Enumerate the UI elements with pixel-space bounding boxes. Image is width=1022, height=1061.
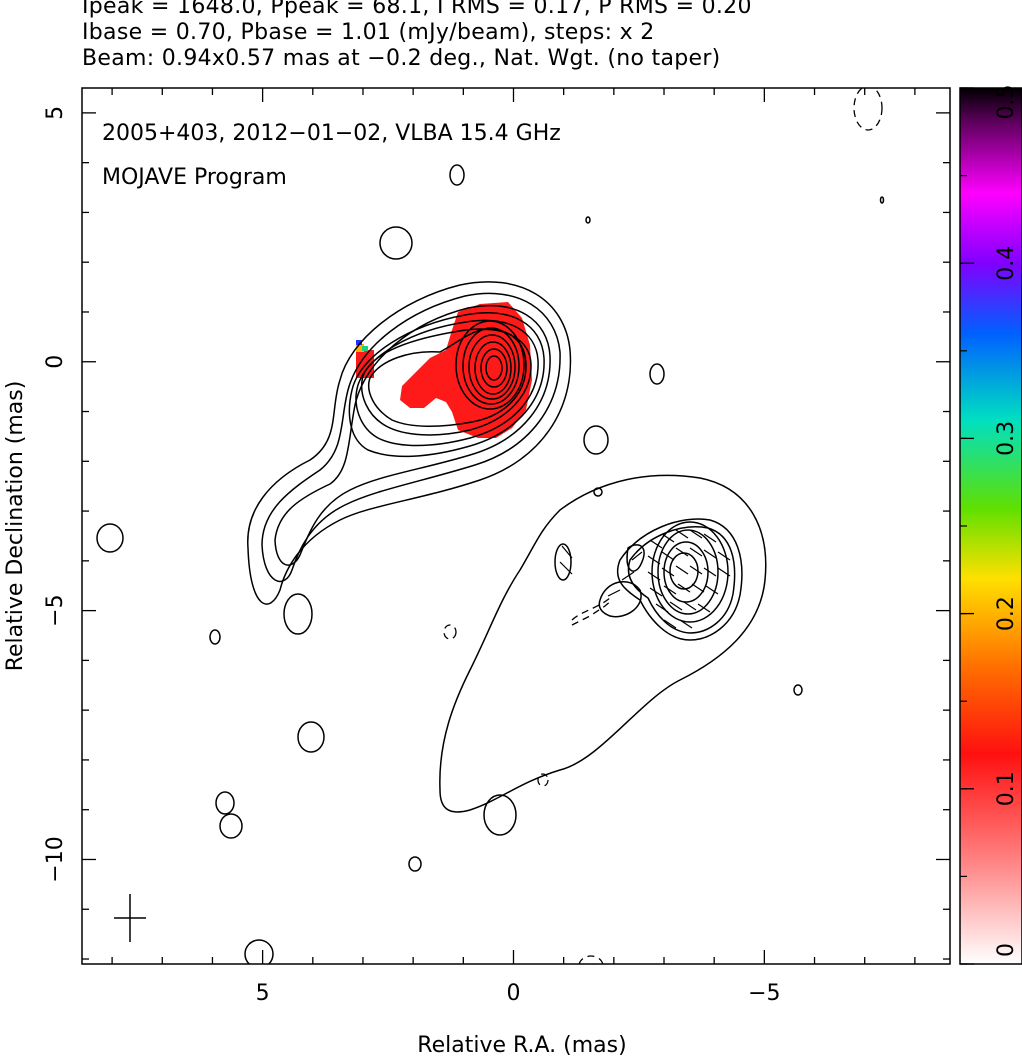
y-tick-labels: 5 0 −5 −10 xyxy=(43,106,68,883)
header-line-3: Beam: 0.94x0.57 mas at −0.2 deg., Nat. W… xyxy=(82,46,721,71)
source-annotation: 2005+403, 2012−01−02, VLBA 15.4 GHz xyxy=(102,121,561,146)
x-tick-label: 5 xyxy=(256,981,270,1006)
colorbar-tick-labels: 0 0.1 0.2 0.3 0.4 0.5 xyxy=(994,85,1019,958)
header-line-2: Ibase = 0.70, Pbase = 1.01 (mJy/beam), s… xyxy=(82,20,655,45)
colorbar-tick-label: 0.4 xyxy=(994,246,1019,281)
x-axis-label: Relative R.A. (mas) xyxy=(417,1033,626,1058)
program-annotation: MOJAVE Program xyxy=(102,165,287,190)
x-tick-label: 0 xyxy=(506,981,520,1006)
colorbar-tick-label: 0.2 xyxy=(994,596,1019,631)
header-line-1: Ipeak = 1648.0, Ppeak = 68.1, I RMS = 0.… xyxy=(82,0,752,19)
jet-contours xyxy=(439,474,767,813)
axis-ticks xyxy=(82,88,950,964)
beam-cross xyxy=(114,894,146,942)
core-contours xyxy=(247,281,572,605)
source-emission xyxy=(96,88,885,964)
x-tick-label: −5 xyxy=(748,981,780,1006)
y-tick-label: −10 xyxy=(43,836,68,882)
small-contours xyxy=(96,164,885,964)
colorbar-ticks xyxy=(960,87,974,965)
colorbar-tick-label: 0.5 xyxy=(994,85,1019,120)
y-tick-label: −5 xyxy=(43,594,68,626)
y-axis-label: Relative Declination (mas) xyxy=(3,381,28,672)
plot-frame xyxy=(81,87,951,965)
colorbar-tick-label: 0.1 xyxy=(994,771,1019,806)
colorbar-tick-label: 0.3 xyxy=(994,421,1019,456)
colorbar-tick-label: 0 xyxy=(994,943,1019,957)
y-tick-label: 5 xyxy=(43,106,68,120)
colorbar xyxy=(959,87,1022,965)
polarization-vectors xyxy=(559,529,731,629)
y-tick-label: 0 xyxy=(43,355,68,369)
x-tick-labels: 5 0 −5 xyxy=(256,981,781,1006)
negative-contours xyxy=(443,88,883,964)
